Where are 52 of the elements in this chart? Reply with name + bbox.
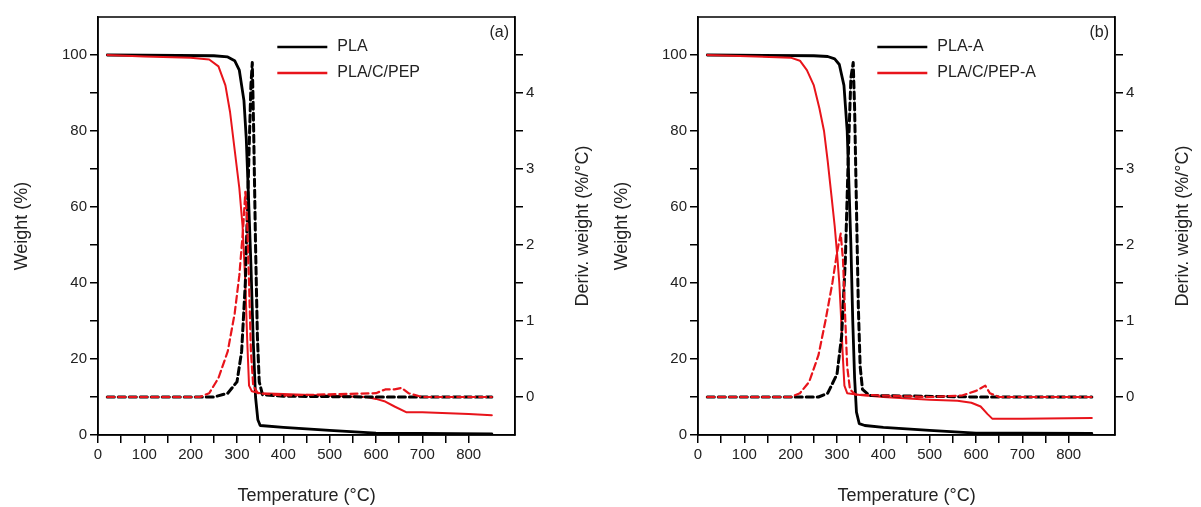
x-tick-label: 600: [963, 445, 989, 463]
annotation: (b): [1089, 23, 1109, 41]
y2-tick-label: 4: [1126, 83, 1135, 101]
y2-tick-label: 2: [1126, 235, 1135, 253]
legend-label: PLA-A: [937, 37, 984, 55]
y2-axis-title: Deriv. weight (%/°C): [1171, 145, 1192, 307]
x-tick-label: 100: [731, 445, 757, 463]
y2-tick-label: 3: [526, 159, 535, 177]
y-tick-label: 0: [78, 425, 87, 443]
x-tick-label: 800: [1056, 445, 1082, 463]
x-tick-label: 500: [317, 445, 343, 463]
x-tick-label: 0: [93, 445, 103, 463]
legend-label: PLA/C/PEP: [337, 63, 421, 81]
annotation: (a): [489, 23, 509, 41]
y2-tick-label: 0: [526, 387, 535, 405]
x-tick-label: 800: [456, 445, 482, 463]
y-tick-label: 60: [70, 197, 87, 215]
x-axis-title: Temperature (°C): [237, 484, 376, 505]
x-tick-label: 500: [917, 445, 943, 463]
x-tick-label: 400: [270, 445, 296, 463]
x-tick-label: 300: [224, 445, 250, 463]
x-tick-label: 100: [131, 445, 157, 463]
y-tick-label: 40: [70, 273, 87, 291]
x-tick-label: 0: [693, 445, 703, 463]
x-tick-label: 300: [824, 445, 850, 463]
y-tick-label: 20: [670, 349, 687, 367]
y2-tick-label: 4: [526, 83, 535, 101]
x-tick-label: 700: [1009, 445, 1035, 463]
y-tick-label: 100: [61, 45, 87, 63]
legend-label: PLA: [337, 37, 368, 55]
y-axis-title: Weight (%): [610, 181, 631, 271]
x-tick-label: 700: [409, 445, 435, 463]
y2-tick-label: 1: [526, 311, 535, 329]
y2-tick-label: 0: [1126, 387, 1135, 405]
y-axis-title: Weight (%): [10, 181, 31, 271]
y-tick-label: 0: [678, 425, 687, 443]
y-tick-label: 60: [670, 197, 687, 215]
legend-label: PLA/C/PEP-A: [937, 63, 1037, 81]
y2-tick-label: 2: [526, 235, 535, 253]
y-tick-label: 80: [670, 121, 687, 139]
y-tick-label: 100: [661, 45, 687, 63]
y-tick-label: 20: [70, 349, 87, 367]
x-axis-title: Temperature (°C): [837, 484, 976, 505]
x-tick-label: 400: [870, 445, 896, 463]
y-tick-label: 40: [670, 273, 687, 291]
y2-axis-title: Deriv. weight (%/°C): [571, 145, 592, 307]
x-tick-label: 200: [778, 445, 804, 463]
y-tick-label: 80: [70, 121, 87, 139]
y2-tick-label: 1: [1126, 311, 1135, 329]
x-tick-label: 200: [178, 445, 204, 463]
x-tick-label: 600: [363, 445, 389, 463]
y2-tick-label: 3: [1126, 159, 1135, 177]
